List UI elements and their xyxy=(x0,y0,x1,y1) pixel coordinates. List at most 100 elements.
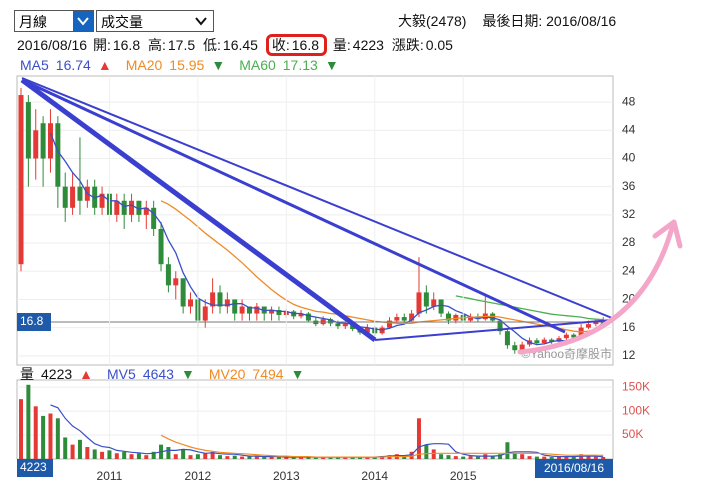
candle-body xyxy=(62,186,68,208)
volume-bar xyxy=(291,457,296,459)
stock-name: 大毅(2478) xyxy=(398,13,467,29)
candle-body xyxy=(475,316,481,320)
legend-trend: ▲ xyxy=(97,57,112,73)
volume-bar xyxy=(335,457,340,459)
candle-body xyxy=(504,331,510,346)
candle-body xyxy=(33,130,39,159)
candle-body xyxy=(578,327,584,338)
candle-body xyxy=(217,292,223,307)
volume-bar xyxy=(439,454,444,459)
quote-value: 4223 xyxy=(352,37,384,53)
ma-line xyxy=(160,434,604,458)
volume-bar xyxy=(416,418,421,459)
volume-bar xyxy=(225,456,230,459)
period-value: 月線 xyxy=(19,14,47,30)
volume-bar xyxy=(372,456,377,459)
quote-item: 漲跌: 0.05 xyxy=(392,37,455,53)
indicator-value: 成交量 xyxy=(101,14,143,30)
volume-bar xyxy=(446,455,451,459)
price-frame xyxy=(16,75,614,366)
volume-bar xyxy=(77,439,82,459)
volume-bar xyxy=(475,456,480,459)
candle-body xyxy=(416,292,422,314)
volume-bar xyxy=(26,384,31,459)
quote-value: 0.05 xyxy=(425,37,453,53)
candle-body xyxy=(549,339,555,342)
candle-body xyxy=(305,313,311,321)
x-tick-label: 2012 xyxy=(185,469,212,483)
volume-bar xyxy=(166,447,171,459)
volume-bar xyxy=(328,457,333,459)
volume-bar xyxy=(306,457,311,459)
period-select[interactable]: 月線 xyxy=(14,10,94,32)
volume-bar xyxy=(520,454,525,459)
volume-bar xyxy=(254,456,259,459)
y-tick-label: 16 xyxy=(622,320,636,334)
volume-bar xyxy=(55,418,60,459)
candle-body xyxy=(99,193,105,208)
volume-bar xyxy=(313,456,318,459)
volume-bar xyxy=(409,451,414,459)
quote-label: 漲跌: xyxy=(391,37,424,53)
candle-body xyxy=(70,186,76,208)
volume-bar xyxy=(136,453,141,459)
quote-item: 量: 4223 xyxy=(333,37,386,53)
candle-body xyxy=(18,95,24,265)
x-tick-label: 2014 xyxy=(361,469,388,483)
candle-body xyxy=(519,344,525,351)
quote-value: 16.8 xyxy=(291,37,319,53)
volume-bar xyxy=(586,456,591,459)
volume-bar xyxy=(542,456,547,459)
volume-bar xyxy=(262,457,267,459)
candle-body xyxy=(165,264,171,286)
quote-item: 高: 17.5 xyxy=(148,37,197,53)
candle-body xyxy=(563,334,569,339)
candle-body xyxy=(401,317,407,321)
volume-bar xyxy=(181,449,186,459)
candle-body xyxy=(239,306,245,314)
volume-bar xyxy=(122,451,127,459)
volume-bar xyxy=(424,444,429,459)
volume-bar xyxy=(151,451,156,459)
candle-body xyxy=(173,278,179,286)
y-tick-label: 44 xyxy=(622,122,636,136)
y-tick-label: 24 xyxy=(622,263,636,277)
candle-body xyxy=(497,320,503,332)
volume-bar xyxy=(100,451,105,459)
candle-body xyxy=(593,322,599,325)
candle-body xyxy=(512,345,518,351)
volume-bar xyxy=(490,456,495,459)
cursor-date-box xyxy=(535,459,613,478)
candle-body xyxy=(77,186,83,201)
volume-bar xyxy=(468,456,473,459)
y-tick-label: 12 xyxy=(622,348,636,362)
quote-item: 低: 16.45 xyxy=(203,37,260,53)
candle-body xyxy=(335,323,341,327)
volume-bar xyxy=(571,456,576,459)
stock-info: 大毅(2478) 最後日期: 2016/08/16 xyxy=(398,11,618,31)
volume-bar xyxy=(527,456,532,459)
volume-bar xyxy=(276,457,281,459)
legend-trend: ▼ xyxy=(211,57,226,73)
volume-bar xyxy=(217,455,222,459)
legend-value: 16.74 xyxy=(55,57,91,73)
candle-body xyxy=(232,299,238,314)
volume-bar xyxy=(85,447,90,459)
pink-arrow xyxy=(517,225,675,355)
volume-bar xyxy=(593,456,598,459)
quote-label: 高: xyxy=(148,37,166,53)
candle-body xyxy=(143,207,149,215)
volume-bar xyxy=(358,456,363,459)
candle-body xyxy=(534,340,540,344)
x-tick-label: 2013 xyxy=(273,469,300,483)
volume-bar xyxy=(512,453,517,459)
indicator-select[interactable]: 成交量 xyxy=(96,10,214,32)
candle-body xyxy=(379,327,385,334)
candle-body xyxy=(431,299,437,307)
volume-bar xyxy=(247,456,252,459)
volume-bar xyxy=(284,457,289,459)
quote-date: 2016/08/16 xyxy=(17,37,88,53)
volume-bar xyxy=(240,456,245,459)
volume-bar xyxy=(431,449,436,459)
